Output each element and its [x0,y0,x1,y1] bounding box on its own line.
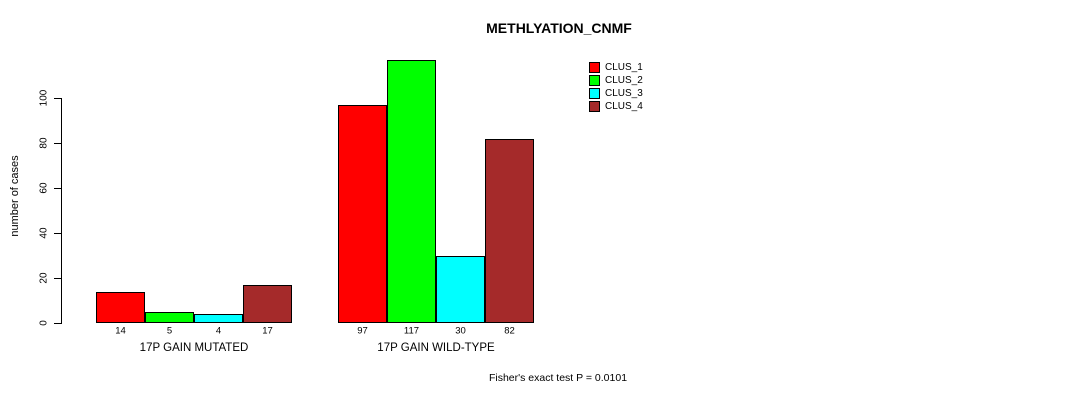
bar-clus_1-group2 [338,104,387,323]
bar-clus_3-group2 [436,255,485,323]
legend-swatch [589,74,600,86]
y-tick-mark [54,143,61,144]
y-axis-label: number of cases [9,155,21,237]
y-tick-label: 0 [38,320,50,326]
bar-value-label: 5 [166,325,173,337]
legend-label: CLUS_3 [605,87,643,99]
bar-clus_4-group1 [243,284,292,323]
y-tick-mark [54,233,61,234]
bar-value-label: 82 [504,325,515,337]
legend-swatch [589,61,600,73]
x-category-label: 17P GAIN MUTATED [139,342,249,354]
y-tick-mark [54,188,61,189]
chart-title: METHLYATION_CNMF [486,20,632,36]
y-tick-label: 60 [38,182,50,194]
bar-value-label: 14 [115,325,126,337]
bar-clus_1-group1 [96,291,145,323]
legend-item-clus_2: CLUS_2 [589,74,643,86]
bar-value-label: 117 [403,325,420,337]
legend-label: CLUS_4 [605,100,643,112]
y-axis-line [61,98,62,324]
bar-clus_2-group2 [387,59,436,323]
legend-label: CLUS_2 [605,74,643,86]
legend-item-clus_1: CLUS_1 [589,61,643,73]
y-tick-label: 100 [38,89,50,107]
fisher-test-annotation: Fisher's exact test P = 0.0101 [488,372,628,384]
legend-item-clus_4: CLUS_4 [589,100,643,112]
y-tick-mark [54,98,61,99]
y-tick-mark [54,278,61,279]
bar-value-label: 30 [455,325,466,337]
bar-clus_4-group2 [485,138,534,323]
x-category-label: 17P GAIN WILD-TYPE [377,342,495,354]
legend-swatch [589,100,600,112]
y-tick-label: 40 [38,227,50,239]
y-tick-mark [54,323,61,324]
bar-clus_2-group1 [145,311,194,323]
bar-clus_3-group1 [194,314,243,323]
legend-swatch [589,87,600,99]
bar-value-label: 4 [215,325,222,337]
y-tick-label: 80 [38,137,50,149]
bar-value-label: 97 [357,325,368,337]
bar-value-label: 17 [262,325,273,337]
y-tick-label: 20 [38,272,50,284]
legend-item-clus_3: CLUS_3 [589,87,643,99]
legend-label: CLUS_1 [605,61,643,73]
